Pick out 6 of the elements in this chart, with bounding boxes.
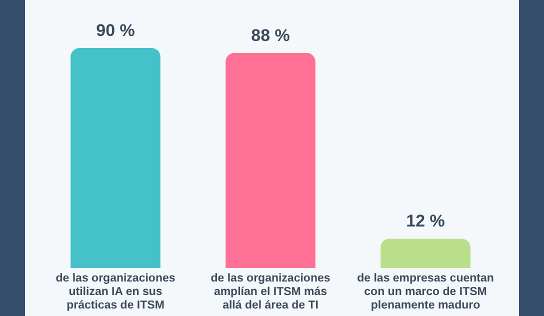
data-label: 90 %: [96, 21, 135, 40]
data-label: 12 %: [406, 212, 445, 231]
x-tick-label: de las organizaciones amplían el ITSM más allá del área de TI: [210, 272, 330, 312]
x-tick-label: de las empresas cuentan con un marco de ITSM plenamente maduro: [357, 272, 494, 312]
data-label: 88 %: [251, 26, 290, 45]
x-tick-label: de las organizaciones utilizan IA en sus prácticas de ITSM: [56, 272, 176, 312]
